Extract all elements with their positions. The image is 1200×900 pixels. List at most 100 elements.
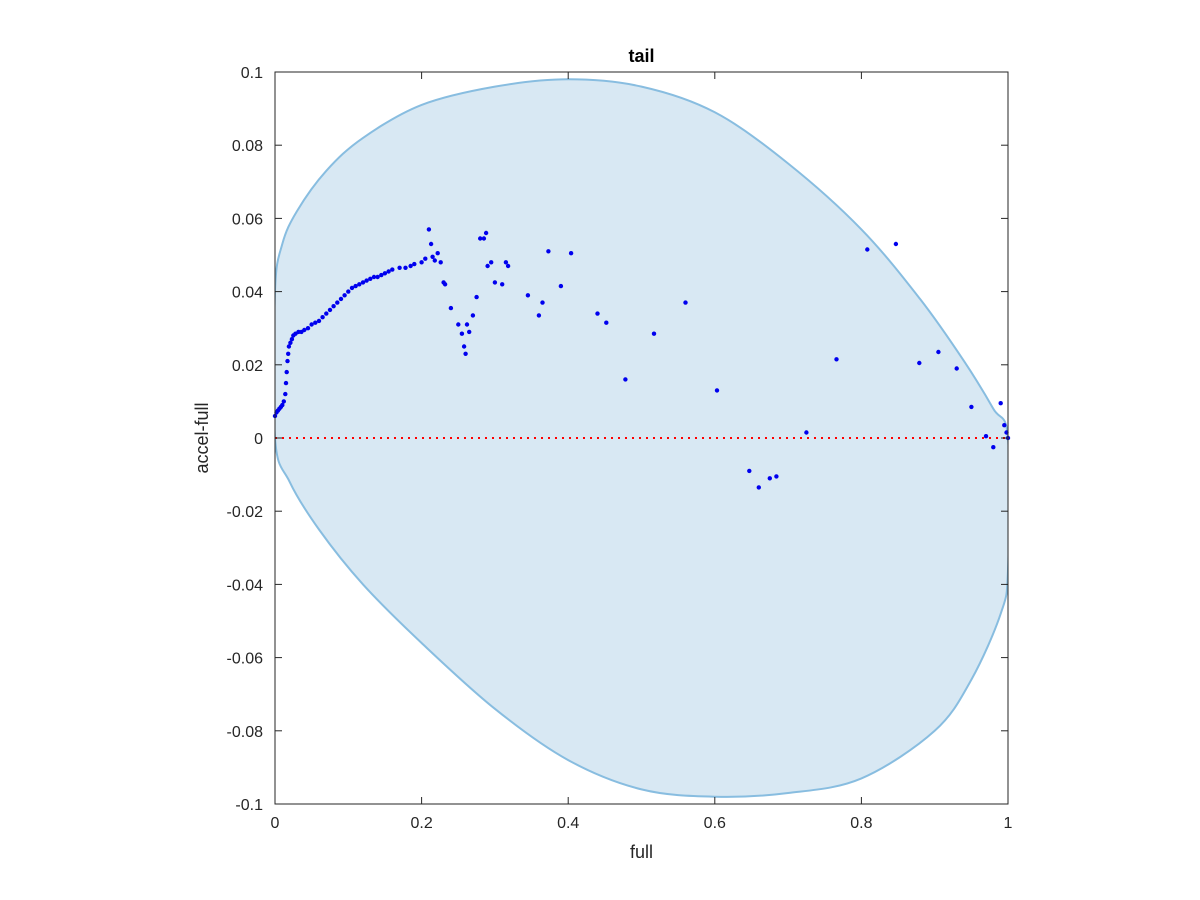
data-point [540,300,545,305]
data-point [683,300,688,305]
data-point [459,331,465,336]
data-point [461,344,467,349]
data-point [536,313,542,318]
data-point [983,434,989,439]
data-point [489,260,494,265]
y-tick-label: -0.04 [227,577,264,594]
data-point [623,377,628,382]
data-point [747,468,752,474]
y-tick-label: -0.08 [227,724,264,741]
data-point [865,247,870,252]
data-point [316,318,322,324]
x-tick-label: 1 [1004,815,1013,832]
data-point [595,311,600,316]
data-point [283,380,289,386]
data-point [991,445,996,450]
data-point [435,251,440,256]
y-axis-label: accel-full [192,402,212,473]
data-point [936,349,941,355]
data-point [604,320,609,325]
data-point [335,300,340,305]
data-point [834,357,839,362]
data-point [280,402,285,408]
data-point [281,399,286,404]
data-point [492,280,498,285]
data-point [505,263,511,269]
data-point [432,258,437,263]
data-point [448,305,454,311]
data-point [412,261,417,267]
data-point [756,485,761,490]
data-point [426,227,432,232]
data-point [286,351,291,356]
data-point [558,283,564,289]
data-point [390,267,395,272]
data-point [467,329,472,335]
data-point [969,404,974,410]
data-point [324,311,329,316]
data-point [954,366,959,371]
y-tick-label: 0.08 [232,138,263,155]
data-point [364,278,369,283]
data-point [714,388,720,393]
data-point [375,274,380,280]
y-tick-label: 0 [254,431,263,448]
data-point [500,282,505,287]
data-point [313,320,318,325]
y-tick-label: -0.02 [227,504,264,521]
data-point [1002,423,1007,428]
data-point [283,391,288,397]
data-point [285,358,290,364]
data-point [917,360,922,366]
confidence-region [275,78,1008,798]
data-point [464,322,470,327]
data-point [474,294,479,300]
y-tick-label: 0.04 [232,285,263,302]
y-tick-label: 0.06 [232,211,263,228]
data-point [478,236,483,241]
data-point [342,293,347,298]
data-point [289,337,295,342]
data-point [286,344,292,349]
data-point [357,282,362,287]
data-point [403,265,408,270]
data-point [442,282,448,287]
x-axis-label: full [630,842,653,862]
y-tick-label: 0.02 [232,358,263,375]
data-point [419,260,424,265]
data-point [428,241,434,247]
data-point [353,283,358,289]
data-point [546,249,551,254]
data-point [408,263,413,269]
data-point [651,331,657,336]
data-point [774,474,779,479]
data-point [430,254,435,259]
data-point [470,313,476,318]
x-tick-label: 0.8 [850,815,872,832]
data-point [568,251,574,256]
data-point [346,289,351,294]
region-ellipse [275,78,1008,798]
data-point [998,401,1003,406]
data-point [302,327,307,333]
x-tick-label: 0 [271,815,280,832]
data-point [327,307,333,313]
data-point [893,241,899,247]
chart-title: tail [628,46,654,66]
x-tick-label: 0.4 [557,815,579,832]
data-point [338,296,344,302]
data-point [284,369,289,375]
data-point [463,351,468,356]
data-point [481,236,487,241]
data-point [371,274,377,280]
data-point [360,280,366,285]
data-point [525,293,531,298]
x-tick-label: 0.6 [704,815,726,832]
data-point [503,260,509,265]
data-point [423,256,428,261]
data-points [272,227,1011,490]
data-point [309,322,314,327]
data-point [804,430,809,435]
data-point [438,260,443,265]
